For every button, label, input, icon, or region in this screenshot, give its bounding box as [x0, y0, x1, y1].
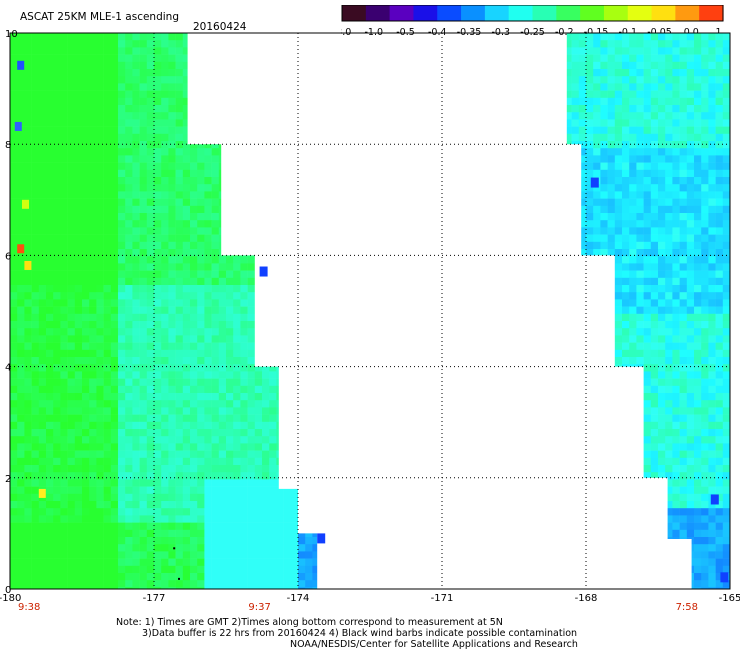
data-cell: [710, 494, 719, 505]
lon-tick-label: -168: [575, 593, 598, 604]
map-title: ASCAT 25KM MLE-1 ascending: [20, 11, 179, 23]
lat-tick-label: 2: [5, 474, 11, 485]
data-cell: [259, 266, 268, 277]
lat-tick-label: 10: [5, 29, 18, 40]
colorbar-segment: [461, 5, 486, 21]
colorbar-segment: [675, 5, 700, 21]
east-swath: [566, 33, 730, 589]
map-date: 20160424: [193, 21, 247, 33]
colorbar-segment: [580, 5, 605, 21]
data-cell: [14, 121, 22, 131]
colorbar-segment: [413, 5, 438, 21]
lon-tick-label: -165: [719, 593, 740, 604]
data-cell: [38, 488, 46, 498]
data-cell: [22, 199, 29, 209]
data-cell: [17, 60, 25, 70]
contamination-mark: [178, 577, 180, 580]
footnote-line-1: Note: 1) Times are GMT 2)Times along bot…: [116, 617, 503, 628]
west-swath: [10, 33, 322, 589]
colorbar-frame: [341, 5, 724, 22]
lat-tick-label: 4: [5, 363, 11, 374]
colorbar-segment: [365, 5, 391, 21]
footnote-line-2: 3)Data buffer is 22 hrs from 20160424 4)…: [142, 628, 578, 639]
data-cell: [720, 572, 729, 583]
footnote-line-3: NOAA/NESDIS/Center for Satellite Applica…: [290, 639, 578, 650]
colorbar-segment: [699, 5, 724, 21]
map-frame: [9, 32, 731, 590]
colorbar-segment: [627, 5, 653, 21]
lat-tick-label: 6: [5, 251, 11, 262]
lon-tick-label: -171: [431, 593, 454, 604]
pass-time-label: 9:38: [18, 602, 40, 613]
colorbar-segment: [342, 5, 367, 21]
data-cell: [590, 177, 599, 188]
colorbar-segment: [603, 5, 629, 21]
lat-tick-label: 0: [5, 585, 11, 596]
lat-tick-label: 8: [5, 140, 11, 151]
pass-time-label: 7:58: [676, 602, 698, 613]
colorbar-segment: [556, 5, 581, 21]
lon-tick-label: -177: [143, 593, 166, 604]
lon-tick-label: -180: [0, 593, 21, 604]
colorbar-segment: [651, 5, 676, 21]
data-cell: [317, 533, 326, 544]
lon-tick-label: -174: [287, 593, 310, 604]
contamination-mark: [173, 547, 176, 550]
data-cell: [17, 244, 25, 254]
wind-field-map: -180 -177 -174 -171 -168 -165 0 2 4 6 8 10 9:38 9:37 7…: [0, 29, 740, 613]
colorbar-segment: [437, 5, 462, 21]
colorbar-segment: [389, 5, 415, 21]
data-cell: [24, 260, 32, 270]
colorbar-segment: [532, 5, 557, 21]
pass-time-label: 9:37: [248, 602, 270, 613]
colorbar-segment: [484, 5, 510, 21]
colorbar-segment: [508, 5, 534, 21]
